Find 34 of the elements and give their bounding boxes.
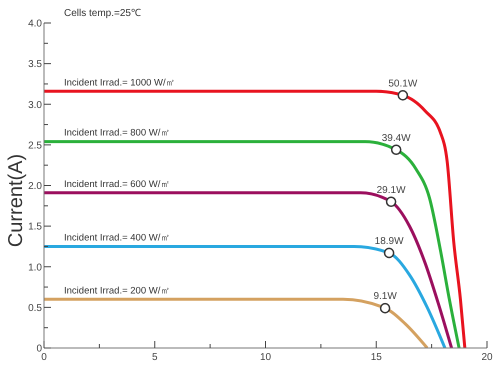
annotation: 50.1W	[388, 78, 418, 90]
y-tick-label: 0	[36, 344, 42, 354]
y-tick-label: 3.5	[28, 59, 42, 70]
y-axis-title: Current(A)	[5, 154, 27, 248]
line-series	[44, 244, 446, 348]
series-label: Incident Irrad.= 600 W/㎡	[64, 178, 170, 190]
point	[384, 248, 394, 258]
y-tick-label: 0.5	[28, 302, 42, 314]
series-label: Incident Irrad.= 200 W/㎡	[64, 285, 170, 296]
line-series	[44, 298, 429, 348]
y-tick-label: 2.0	[28, 181, 42, 192]
y-tick-label: 1.5	[28, 222, 42, 233]
point	[390, 144, 402, 156]
x-tick-label: 5	[152, 352, 158, 363]
annotation: 18.9W	[374, 236, 404, 247]
y-tick-label: 3.0	[28, 100, 42, 111]
point	[386, 196, 396, 208]
text: Cells temp.=25℃	[64, 7, 141, 19]
x-tick-label: 10	[260, 352, 272, 363]
point	[398, 90, 408, 101]
line-series	[44, 140, 461, 348]
x-tick-label: 20	[481, 352, 493, 363]
y-tick-label: 1.0	[28, 262, 42, 274]
annotation: 9.1W	[373, 291, 398, 302]
series-label: Incident Irrad.= 800 W/㎡	[64, 128, 170, 139]
y-tick-label: 2.5	[28, 140, 42, 152]
series-label: Incident Irrad.= 400 W/㎡	[64, 232, 170, 244]
annotation: 39.4W	[382, 132, 412, 144]
series-label: Incident Irrad.= 1000 W/㎡	[64, 77, 176, 88]
point	[380, 302, 390, 314]
annotation: 29.1W	[376, 184, 406, 196]
line-series	[44, 90, 466, 348]
y-tick-label: 4.0	[28, 18, 42, 30]
x-tick-label: 15	[370, 352, 382, 363]
